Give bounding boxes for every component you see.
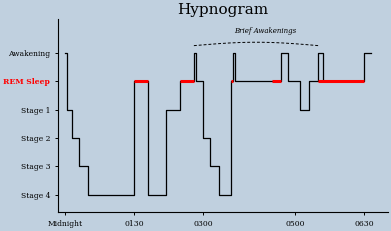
Title: Hypnogram: Hypnogram — [177, 3, 268, 18]
Text: Brief Awakenings: Brief Awakenings — [234, 27, 296, 35]
